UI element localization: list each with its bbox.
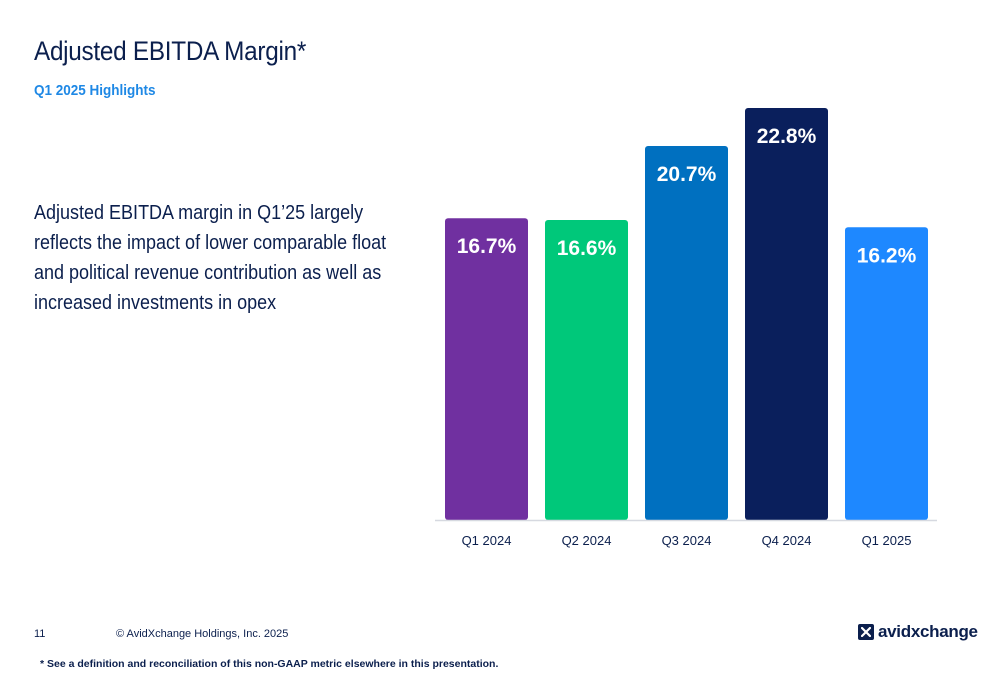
bar-q3-2024 — [645, 145, 728, 520]
commentary-text: Adjusted EBITDA margin in Q1’25 largely … — [34, 202, 387, 314]
data-label: 16.7% — [457, 235, 517, 258]
data-label: 20.7% — [657, 163, 717, 186]
data-label: 16.6% — [557, 237, 617, 260]
footnote-text: * See a definition and reconciliation of… — [40, 658, 499, 670]
bar-q4-2024 — [745, 108, 828, 520]
copyright-text: © AvidXchange Holdings, Inc. 2025 — [116, 628, 289, 640]
x-logo-icon — [858, 624, 874, 640]
x-tick-label: Q3 2024 — [662, 533, 712, 548]
data-label: 16.2% — [857, 244, 917, 267]
x-tick-label: Q4 2024 — [762, 533, 812, 548]
page-number: 11 — [34, 628, 46, 640]
page-subtitle: Q1 2025 Highlights — [34, 82, 156, 99]
company-logo: avidxchange — [858, 622, 978, 642]
bar-q2-2024 — [545, 220, 628, 520]
x-tick-label: Q1 2024 — [462, 533, 512, 548]
x-tick-label: Q1 2025 — [862, 533, 912, 548]
data-label: 22.8% — [757, 125, 817, 148]
x-tick-label: Q2 2024 — [562, 533, 612, 548]
bar-q1-2025 — [845, 227, 928, 520]
bar-q1-2024 — [445, 218, 528, 520]
page-title: Adjusted EBITDA Margin* — [34, 36, 307, 66]
logo-wordmark: avidxchange — [878, 622, 978, 641]
